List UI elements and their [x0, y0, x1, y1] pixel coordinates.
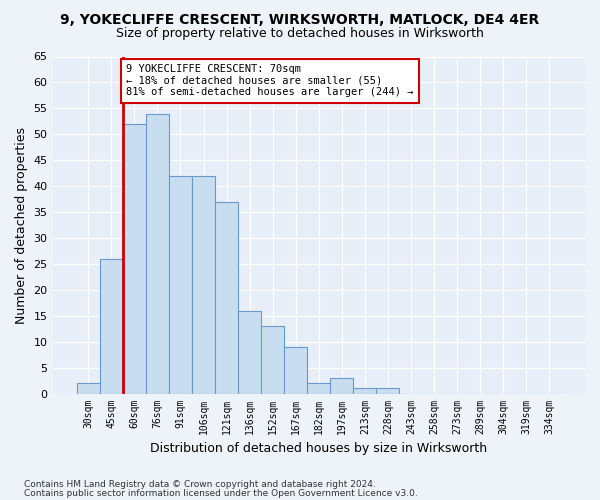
- Bar: [100, 258, 123, 394]
- Text: Contains HM Land Registry data © Crown copyright and database right 2024.: Contains HM Land Registry data © Crown c…: [24, 480, 376, 489]
- Bar: [169, 176, 192, 394]
- Bar: [77, 383, 100, 394]
- Bar: [330, 378, 353, 394]
- Y-axis label: Number of detached properties: Number of detached properties: [15, 126, 28, 324]
- Bar: [215, 202, 238, 394]
- Bar: [353, 388, 376, 394]
- Bar: [284, 347, 307, 394]
- Bar: [146, 114, 169, 394]
- Bar: [376, 388, 400, 394]
- Bar: [261, 326, 284, 394]
- Text: 9, YOKECLIFFE CRESCENT, WIRKSWORTH, MATLOCK, DE4 4ER: 9, YOKECLIFFE CRESCENT, WIRKSWORTH, MATL…: [61, 12, 539, 26]
- Bar: [307, 383, 330, 394]
- Text: Size of property relative to detached houses in Wirksworth: Size of property relative to detached ho…: [116, 28, 484, 40]
- Text: 9 YOKECLIFFE CRESCENT: 70sqm
← 18% of detached houses are smaller (55)
81% of se: 9 YOKECLIFFE CRESCENT: 70sqm ← 18% of de…: [127, 64, 414, 98]
- Bar: [192, 176, 215, 394]
- Text: Contains public sector information licensed under the Open Government Licence v3: Contains public sector information licen…: [24, 489, 418, 498]
- X-axis label: Distribution of detached houses by size in Wirksworth: Distribution of detached houses by size …: [150, 442, 487, 455]
- Bar: [238, 310, 261, 394]
- Bar: [123, 124, 146, 394]
